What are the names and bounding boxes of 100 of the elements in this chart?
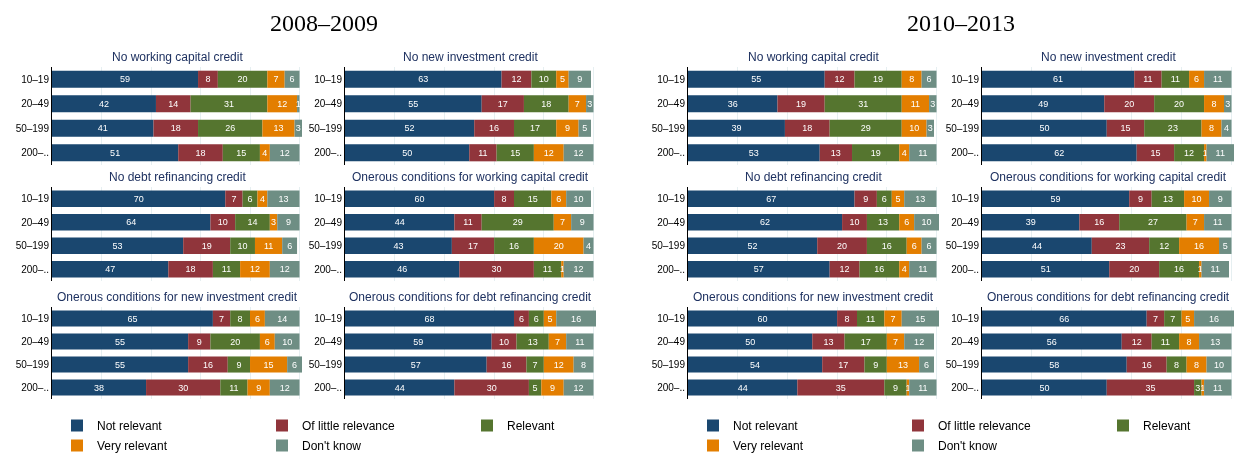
data-label: 10	[921, 217, 932, 228]
data-label: 8	[1194, 359, 1200, 370]
bar	[225, 190, 243, 207]
bar	[198, 119, 263, 137]
y-tick-label: 20–49	[21, 98, 50, 110]
data-label: 59	[413, 336, 424, 347]
data-label: 56	[1046, 336, 1057, 347]
data-label: 15	[527, 193, 538, 204]
data-label: 10	[849, 217, 860, 228]
data-label: 41	[97, 123, 108, 134]
data-label: 13	[527, 336, 538, 347]
bar	[210, 333, 260, 350]
data-label: 12	[277, 98, 288, 109]
bar	[1106, 379, 1195, 396]
bar	[904, 190, 937, 207]
data-label: 10	[573, 193, 584, 204]
data-label: 7	[574, 98, 580, 109]
y-tick-label: 200–..	[21, 147, 49, 159]
bar	[496, 144, 534, 162]
data-label: 29	[512, 217, 523, 228]
bar	[688, 237, 818, 254]
bar	[269, 144, 300, 162]
bar	[277, 214, 300, 231]
bar	[1206, 356, 1232, 373]
data-label: 9	[236, 359, 242, 370]
bar	[1149, 237, 1180, 254]
data-label: 20	[1174, 98, 1185, 109]
bar	[240, 261, 270, 278]
data-label: 1	[559, 264, 565, 275]
data-label: 6	[289, 74, 295, 85]
bar	[1179, 333, 1200, 350]
bar	[1194, 310, 1234, 327]
data-label: 16	[1209, 313, 1220, 324]
data-label: 6	[292, 359, 298, 370]
bar	[1126, 356, 1167, 373]
data-label: 10	[217, 217, 228, 228]
bar	[854, 70, 902, 88]
bar	[688, 190, 855, 207]
data-label: 59	[120, 74, 131, 85]
data-label: 3	[927, 123, 933, 134]
data-label: 11	[1210, 264, 1220, 275]
data-label: 7	[559, 217, 565, 228]
data-label: 20	[230, 336, 241, 347]
data-label: 50	[1039, 382, 1050, 393]
bar	[568, 95, 587, 113]
data-label: 5	[559, 74, 565, 85]
data-label: 46	[397, 264, 408, 275]
bar	[1091, 237, 1150, 254]
bar	[269, 261, 300, 278]
data-label: 17	[838, 359, 849, 370]
bar	[1204, 379, 1232, 396]
data-label: 18	[802, 123, 813, 134]
data-label: 54	[750, 359, 761, 370]
bar	[247, 379, 270, 396]
data-label: 11	[1213, 74, 1223, 85]
legend-label: Very relevant	[97, 439, 168, 454]
chart-title: No debt refinancing credit	[109, 170, 247, 184]
data-label: 10	[282, 336, 293, 347]
chart-title: No debt refinancing credit	[745, 170, 883, 184]
bar	[516, 333, 549, 350]
data-label: 11	[1213, 382, 1223, 393]
chart-title: Onerous conditions for debt refinancing credit	[987, 290, 1230, 304]
data-label: 13	[897, 359, 908, 370]
bar	[817, 237, 867, 254]
bar	[486, 356, 527, 373]
data-label: 17	[467, 240, 478, 251]
data-label: 52	[404, 123, 415, 134]
y-tick-label: 50–199	[15, 240, 50, 252]
bar	[556, 119, 579, 137]
bar	[1204, 70, 1232, 88]
data-label: 7	[219, 313, 225, 324]
bar	[188, 356, 228, 373]
data-label: 19	[796, 98, 807, 109]
bar	[52, 333, 189, 350]
bar	[1161, 70, 1190, 88]
bar	[797, 379, 885, 396]
data-label: 8	[237, 313, 243, 324]
bar	[491, 333, 517, 350]
y-tick-label: 20–49	[657, 98, 686, 110]
data-label: 9	[577, 74, 583, 85]
data-label: 66	[1059, 313, 1070, 324]
y-tick-label: 50–199	[15, 122, 50, 134]
bar	[688, 95, 778, 113]
bar	[345, 333, 492, 350]
bar	[1204, 214, 1232, 231]
bar	[526, 356, 544, 373]
data-label: 13	[830, 147, 841, 158]
data-label: 10	[538, 74, 549, 85]
data-label: 62	[1054, 147, 1065, 158]
bar	[533, 144, 564, 162]
data-label: 55	[408, 98, 419, 109]
data-label: 16	[1141, 359, 1152, 370]
data-label: 17	[860, 336, 871, 347]
data-label: 6	[518, 313, 524, 324]
data-label: 9	[1137, 193, 1143, 204]
data-label: 12	[279, 147, 290, 158]
bar	[345, 261, 460, 278]
bar	[556, 70, 569, 88]
y-tick-label: 20–49	[314, 216, 343, 228]
data-label: 44	[737, 382, 748, 393]
